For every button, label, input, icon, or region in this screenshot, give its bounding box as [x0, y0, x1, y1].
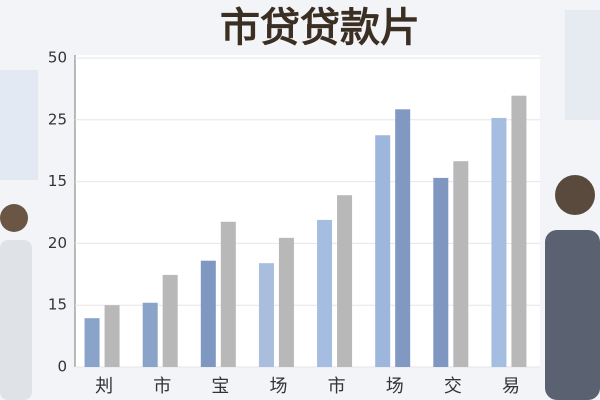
- bar: [220, 221, 236, 367]
- x-tick-label: 市: [153, 376, 171, 397]
- bar: [433, 177, 449, 367]
- decor-person: [0, 240, 32, 400]
- x-tick-label: 场: [269, 376, 287, 397]
- bar: [200, 260, 216, 367]
- bar: [278, 237, 294, 367]
- y-tick-label: 50: [48, 49, 67, 67]
- decor-person: [545, 230, 600, 400]
- x-tick-label: 易: [502, 376, 520, 397]
- y-tick-label: 15: [48, 296, 67, 314]
- decor-person: [0, 204, 28, 232]
- y-tick-label: 20: [48, 234, 67, 252]
- bar: [375, 135, 391, 367]
- y-tick-label: 15: [48, 172, 67, 190]
- decor-person: [555, 175, 595, 215]
- bar: [84, 318, 100, 367]
- x-tick-label: 宝: [211, 376, 229, 397]
- bar: [142, 302, 158, 367]
- bar: [317, 219, 333, 367]
- bar: [337, 195, 353, 367]
- bar: [104, 305, 120, 367]
- chart-title: 市贷贷款片: [220, 5, 420, 51]
- x-tick-label: 刔: [95, 376, 113, 397]
- bar: [395, 109, 411, 367]
- y-tick-label: 25: [48, 110, 67, 128]
- y-tick-label: 0: [57, 358, 67, 376]
- x-tick-label: 交: [444, 376, 462, 397]
- bar: [511, 95, 527, 367]
- decor-panel: [565, 10, 600, 120]
- bar: [491, 117, 507, 367]
- x-tick-label: 市: [328, 376, 346, 397]
- x-tick-label: 场: [386, 376, 404, 397]
- bar: [162, 274, 178, 367]
- decor-panel: [0, 70, 38, 180]
- bar: [258, 263, 274, 367]
- bar: [453, 161, 469, 367]
